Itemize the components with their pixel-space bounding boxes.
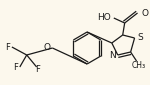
Text: N: N — [109, 52, 116, 61]
Text: S: S — [138, 32, 143, 41]
Text: O: O — [44, 42, 50, 52]
Text: F: F — [35, 66, 40, 74]
Text: F: F — [5, 42, 10, 52]
Text: HO: HO — [97, 12, 111, 22]
Text: CH₃: CH₃ — [131, 61, 146, 70]
Text: O: O — [141, 8, 148, 18]
Text: F: F — [13, 62, 18, 71]
